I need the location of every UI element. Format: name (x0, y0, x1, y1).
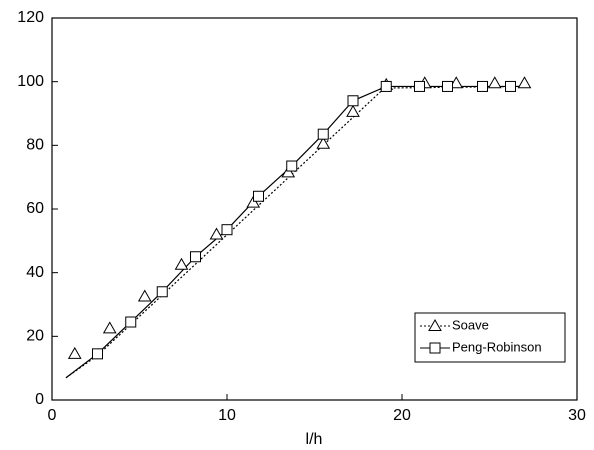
triangle-marker (102, 321, 117, 334)
square-marker (317, 128, 329, 140)
square-marker (429, 342, 441, 354)
fit-line (65, 85, 525, 379)
square-marker (477, 80, 488, 92)
square-marker (347, 95, 359, 107)
square-marker (442, 80, 453, 92)
square-marker (156, 286, 168, 298)
y-tick-label: 20 (26, 328, 44, 345)
triangle-marker (346, 104, 360, 117)
triangle-marker (174, 257, 189, 270)
square-marker (125, 316, 137, 328)
square-marker (221, 224, 233, 236)
x-axis-label: l/h (306, 431, 323, 448)
y-tick-label: 100 (17, 73, 44, 90)
triangle-marker (316, 136, 331, 149)
triangle-marker (137, 289, 152, 302)
y-tick-label: 60 (26, 200, 44, 217)
square-marker (414, 80, 425, 92)
triangle-marker (209, 227, 224, 240)
square-marker (190, 251, 201, 263)
y-tick-label: 0 (35, 391, 44, 408)
y-tick-label: 40 (26, 264, 44, 281)
square-marker (505, 80, 516, 92)
x-tick-label: 30 (568, 407, 586, 424)
triangle-marker (246, 195, 261, 208)
legend: Soave Peng-Robinson (414, 312, 566, 363)
x-tick-label: 10 (218, 407, 236, 424)
legend-label: Peng-Robinson (452, 339, 542, 354)
triangle-marker (281, 165, 296, 178)
square-marker (253, 190, 264, 202)
x-tick-label: 20 (393, 407, 411, 424)
triangle-marker (428, 318, 442, 331)
y-tick-label: 80 (26, 137, 44, 154)
x-tick-label: 0 (48, 407, 57, 424)
triangle-marker (517, 76, 532, 89)
triangle-marker (449, 76, 464, 89)
square-marker (92, 348, 103, 360)
triangle-marker (67, 346, 82, 359)
legend-label: Soave (452, 317, 489, 332)
square-marker (286, 160, 298, 172)
square-marker (380, 80, 392, 92)
y-tick-label: 120 (17, 9, 44, 26)
triangle-marker (487, 76, 502, 89)
legend-frame (414, 312, 566, 363)
